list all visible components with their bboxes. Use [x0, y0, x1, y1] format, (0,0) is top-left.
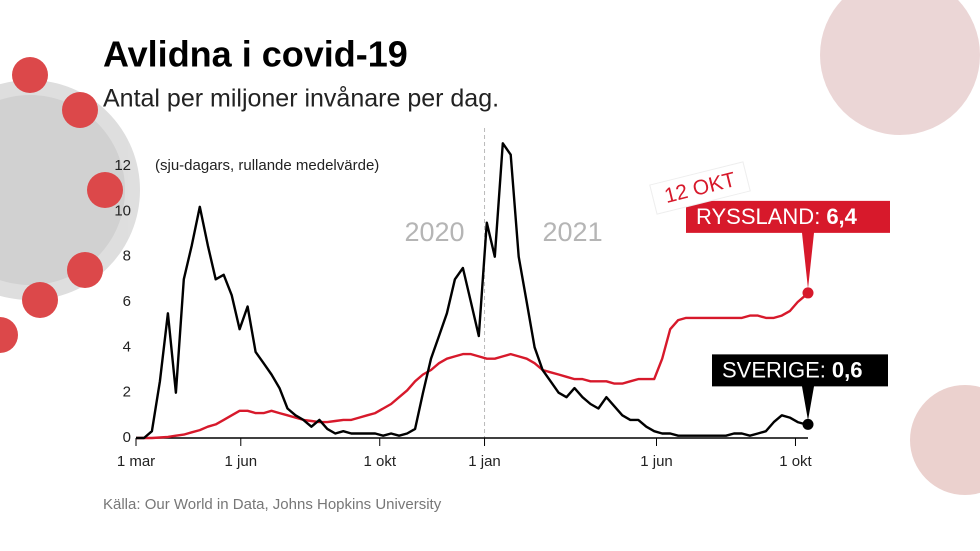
series-label: SVERIGE: 0,6	[722, 357, 863, 382]
x-tick-label: 1 okt	[779, 453, 812, 470]
year-label: 2021	[543, 217, 603, 247]
end-value-label: 0,6	[832, 357, 863, 382]
y-tick-label: 6	[123, 293, 131, 310]
source: Källa: Our World in Data, Johns Hopkins …	[103, 496, 442, 513]
decoration	[0, 0, 980, 495]
chart-title: Avlidna i covid-19	[103, 34, 408, 75]
date-tag-box	[649, 161, 751, 215]
end-point	[802, 287, 814, 299]
x-tick-label: 1 jun	[640, 453, 673, 470]
end-value-label: 6,4	[826, 204, 857, 229]
x-tick-label: 1 jun	[225, 453, 258, 470]
y-tick-label: 10	[114, 202, 131, 219]
year-label: 2020	[404, 217, 464, 247]
legend-name: SVERIGE:	[722, 357, 826, 382]
series-label: RYSSLAND: 6,4	[696, 204, 858, 229]
x-tick-label: 1 mar	[117, 453, 155, 470]
y-tick-label: 4	[123, 338, 131, 355]
x-tick-label: 1 jan	[468, 453, 501, 470]
legend-name: RYSSLAND:	[696, 204, 820, 229]
y-tick-label: 2	[123, 384, 131, 401]
end-point	[802, 418, 814, 430]
series-line	[136, 292, 809, 440]
y-tick-label: 0	[123, 429, 131, 446]
series-line	[136, 142, 808, 440]
note: (sju-dagars, rullande medelvärde)	[155, 157, 379, 174]
y-tick-label: 8	[123, 248, 131, 265]
x-tick-label: 1 okt	[363, 453, 396, 470]
label-box	[686, 200, 890, 289]
y-tick-label: 12	[114, 157, 131, 174]
label-box	[712, 354, 888, 421]
chart-subtitle: Antal per miljoner invånare per dag.	[103, 85, 499, 113]
